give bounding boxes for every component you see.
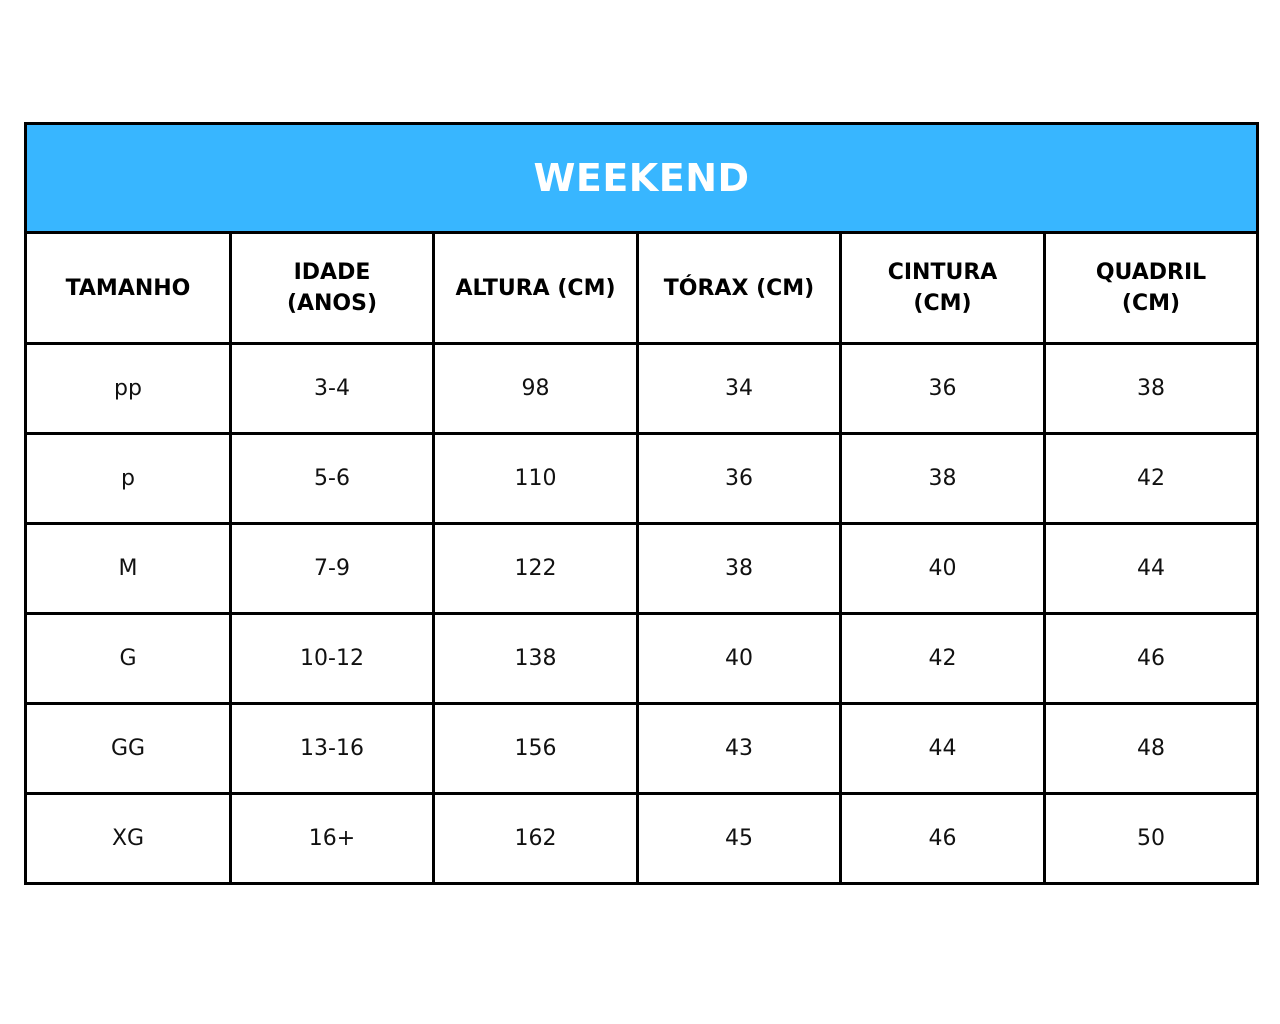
table-cell: 13-16	[229, 702, 435, 795]
table-cell: 48	[1043, 702, 1259, 795]
header-row: TAMANHO IDADE (ANOS) ALTURA (CM) TÓRAX (…	[24, 231, 1259, 345]
table-cell: 44	[839, 702, 1046, 795]
table-cell: 40	[636, 612, 842, 705]
table-row: pp 3-4 98 34 36 38	[24, 342, 1259, 435]
table-row: GG 13-16 156 43 44 48	[24, 702, 1259, 795]
table-cell: 38	[1043, 342, 1259, 435]
table-cell: 45	[636, 792, 842, 885]
table-cell: 43	[636, 702, 842, 795]
table-cell: p	[24, 432, 232, 525]
table-cell: 162	[432, 792, 639, 885]
table-title: WEEKEND	[24, 122, 1259, 234]
table-cell: 10-12	[229, 612, 435, 705]
table-cell: 3-4	[229, 342, 435, 435]
table-cell: 34	[636, 342, 842, 435]
table-cell: 16+	[229, 792, 435, 885]
column-header: TAMANHO	[24, 231, 232, 345]
column-header: CINTURA (CM)	[839, 231, 1046, 345]
table-cell: 42	[839, 612, 1046, 705]
table-cell: 138	[432, 612, 639, 705]
table-row: XG 16+ 162 45 46 50	[24, 792, 1259, 885]
table-cell: G	[24, 612, 232, 705]
table-cell: M	[24, 522, 232, 615]
table-cell: 46	[839, 792, 1046, 885]
table-row: p 5-6 110 36 38 42	[24, 432, 1259, 525]
table-cell: 7-9	[229, 522, 435, 615]
table-cell: 38	[839, 432, 1046, 525]
table-cell: 42	[1043, 432, 1259, 525]
table-cell: 5-6	[229, 432, 435, 525]
column-header: QUADRIL (CM)	[1043, 231, 1259, 345]
table-cell: 156	[432, 702, 639, 795]
table-cell: 36	[839, 342, 1046, 435]
table-cell: XG	[24, 792, 232, 885]
column-header: TÓRAX (CM)	[636, 231, 842, 345]
table-cell: pp	[24, 342, 232, 435]
table-cell: 98	[432, 342, 639, 435]
table-cell: 50	[1043, 792, 1259, 885]
table-cell: 38	[636, 522, 842, 615]
column-header: ALTURA (CM)	[432, 231, 639, 345]
table-cell: 40	[839, 522, 1046, 615]
table-row: M 7-9 122 38 40 44	[24, 522, 1259, 615]
table-cell: GG	[24, 702, 232, 795]
size-chart-table: WEEKEND TAMANHO IDADE (ANOS) ALTURA (CM)…	[24, 122, 1259, 885]
table-row: G 10-12 138 40 42 46	[24, 612, 1259, 705]
table-cell: 36	[636, 432, 842, 525]
table-cell: 110	[432, 432, 639, 525]
table-cell: 44	[1043, 522, 1259, 615]
table-cell: 122	[432, 522, 639, 615]
column-header: IDADE (ANOS)	[229, 231, 435, 345]
title-row: WEEKEND	[24, 122, 1259, 234]
table-cell: 46	[1043, 612, 1259, 705]
